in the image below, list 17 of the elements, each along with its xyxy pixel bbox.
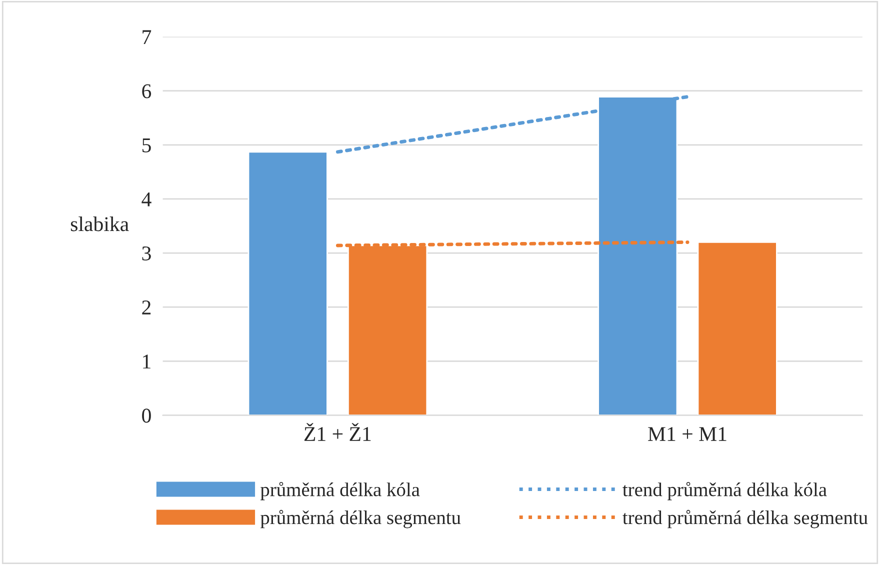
- legend-label: trend průměrná délka kóla: [622, 482, 827, 500]
- y-tick-label: 2: [142, 300, 151, 314]
- legend-label: trend průměrná délka segmentu: [622, 510, 868, 528]
- y-tick-label: 6: [142, 84, 152, 98]
- y-tick-label: 0: [142, 408, 151, 423]
- legend-label: průměrná délka kóla: [260, 482, 420, 500]
- y-tick-label: 3: [142, 246, 151, 260]
- y-tick-label: 5: [142, 138, 151, 152]
- x-tick-label: M1 + M1: [648, 427, 726, 441]
- y-tick-label: 1: [143, 354, 150, 368]
- bar: [697, 242, 778, 416]
- x-tick-label: Ž1 + Ž1: [304, 423, 371, 441]
- y-tick-label: 7: [142, 30, 152, 44]
- y-axis-title: slabika: [70, 216, 129, 232]
- y-tick-label: 4: [142, 192, 152, 206]
- bar: [248, 151, 328, 416]
- legend-label: průměrná délka segmentu: [260, 510, 461, 528]
